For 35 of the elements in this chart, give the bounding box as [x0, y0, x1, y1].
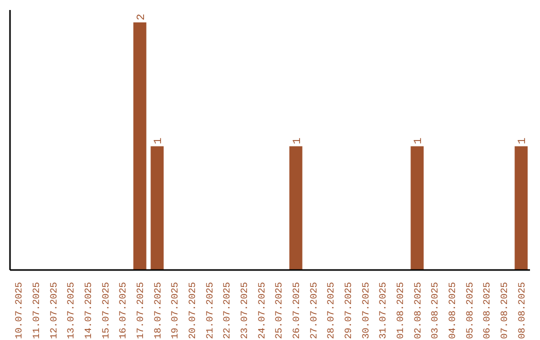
x-tick-label: 23.07.2025 [239, 282, 250, 340]
x-tick-label: 02.08.2025 [412, 282, 424, 340]
x-tick-label: 25.07.2025 [274, 282, 285, 340]
x-tick-label: 05.08.2025 [464, 282, 476, 340]
x-tick-label: 24.07.2025 [256, 282, 268, 340]
x-tick-label: 30.07.2025 [360, 282, 372, 340]
data-label: 1 [292, 137, 304, 144]
x-tick-label: 27.07.2025 [308, 282, 320, 340]
x-tick-label: 20.07.2025 [187, 282, 198, 340]
x-tick-label: 19.07.2025 [170, 282, 181, 340]
x-tick-label: 10.07.2025 [14, 282, 25, 340]
data-label: 1 [517, 137, 530, 144]
x-tick-label: 01.08.2025 [395, 282, 406, 340]
x-tick-label: 08.08.2025 [516, 282, 528, 340]
x-tick-label: 03.08.2025 [430, 282, 441, 340]
x-tick-label: 22.07.2025 [222, 282, 233, 340]
x-tick-label: 11.07.2025 [31, 282, 42, 340]
x-tick-label: 18.07.2025 [152, 282, 164, 340]
x-tick-label: 29.07.2025 [343, 282, 354, 340]
x-tick-label: 15.07.2025 [100, 282, 112, 340]
x-tick-label: 17.07.2025 [135, 282, 146, 340]
data-label: 1 [153, 137, 166, 144]
x-tick-label: 28.07.2025 [326, 282, 337, 340]
x-tick-label: 16.07.2025 [118, 282, 129, 340]
x-tick-label: 21.07.2025 [204, 282, 216, 340]
x-tick-label: 13.07.2025 [66, 282, 77, 340]
data-label: 1 [413, 137, 426, 144]
x-tick-label: 12.07.2025 [48, 282, 60, 340]
x-tick-label: 04.08.2025 [447, 282, 458, 340]
x-tick-label: 26.07.2025 [291, 282, 302, 340]
data-label: 2 [136, 14, 148, 20]
x-tick-label: 07.08.2025 [499, 282, 510, 340]
x-tick-label: 14.07.2025 [83, 282, 94, 340]
x-tick-label: 31.07.2025 [378, 282, 389, 340]
x-tick-label: 06.08.2025 [482, 282, 493, 340]
